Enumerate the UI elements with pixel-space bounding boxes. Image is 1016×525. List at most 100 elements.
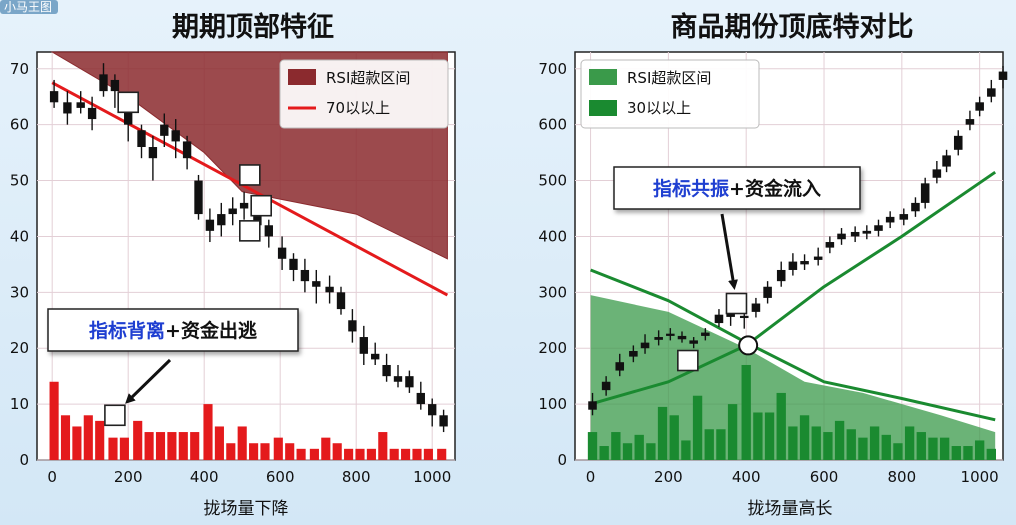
x-tick-label: 600	[266, 468, 295, 486]
candlestick	[837, 228, 846, 245]
candlestick	[205, 208, 215, 243]
candle-body	[885, 216, 895, 223]
candlestick	[428, 398, 437, 427]
volume-bars	[49, 381, 447, 460]
volume-bar	[260, 443, 270, 460]
x-tick-label: 0	[47, 468, 57, 486]
y-tick-label: 10	[10, 395, 29, 413]
panel-futures-top: 期期顶部特征 0 10 20 30 40 50 60 70 0 200 400 …	[10, 11, 456, 519]
candlestick	[776, 261, 786, 287]
panel-commodity-compare: 商品期份顶底特对比 0 100 200 300 400 500 600 700 …	[538, 11, 1008, 519]
volume-bar	[704, 429, 714, 460]
candlestick	[998, 65, 1008, 89]
candlestick	[813, 247, 823, 266]
trend-lines	[51, 81, 449, 297]
volume-bar	[72, 426, 82, 460]
candlestick	[264, 219, 273, 248]
candlestick	[920, 177, 930, 209]
candlestick	[932, 160, 942, 184]
volume-bar	[776, 392, 786, 460]
volume-bar	[869, 426, 880, 460]
x-tick-label: 200	[654, 468, 683, 486]
rising-line	[590, 170, 997, 406]
callout-text-highlight: 指标共振	[653, 177, 729, 200]
x-tick-labels: 0 200 400 600 800 1000	[586, 468, 999, 486]
candlestick	[911, 197, 920, 217]
candle-body	[615, 362, 625, 371]
legend-label: RSI超款区间	[627, 69, 711, 87]
candle-body	[788, 261, 798, 270]
candle-body	[975, 102, 984, 111]
y-tick-label: 60	[10, 116, 29, 134]
candle-body	[739, 315, 749, 319]
volume-bar	[669, 415, 679, 460]
volume-bar	[226, 443, 236, 460]
candle-body	[776, 269, 786, 282]
volume-bar	[986, 448, 996, 460]
volume-bar	[249, 443, 259, 460]
chart-title: 期期顶部特征	[172, 11, 334, 43]
y-tick-label: 700	[538, 60, 567, 78]
volume-bar	[119, 437, 129, 460]
volume-bar	[904, 426, 915, 460]
volume-bar	[928, 437, 938, 460]
volume-bar	[657, 406, 668, 460]
candle-body	[300, 269, 310, 282]
volume-bar	[144, 432, 154, 460]
candle-body	[932, 169, 942, 178]
candle-body	[205, 219, 215, 231]
signal-marker	[117, 91, 139, 114]
volume-bar	[423, 448, 433, 460]
y-tick-label: 50	[10, 172, 29, 190]
volume-bar	[355, 448, 365, 460]
candle-body	[588, 401, 597, 410]
y-tick-label: 70	[10, 60, 29, 78]
y-tick-label: 400	[538, 227, 567, 245]
signal-marker	[250, 194, 272, 217]
signal-marker	[239, 220, 261, 242]
candle-body	[862, 230, 872, 234]
candlestick	[63, 91, 72, 125]
candlestick	[325, 275, 334, 304]
candlestick	[714, 309, 724, 327]
y-tick-label: 20	[10, 339, 29, 357]
candle-body	[874, 225, 883, 231]
volume-bar	[834, 420, 845, 460]
candlestick	[654, 330, 663, 346]
candlestick	[862, 225, 872, 240]
volume-bar	[108, 437, 118, 460]
candle-body	[813, 256, 823, 260]
candle-body	[701, 332, 710, 336]
candlestick	[49, 79, 59, 108]
x-tick-label: 1000	[413, 468, 451, 486]
candlestick	[899, 208, 909, 226]
volume-bar	[939, 437, 950, 460]
candle-body	[654, 337, 663, 340]
legend-label: 30以以上	[627, 99, 691, 117]
volume-bar	[437, 448, 447, 460]
volume-bar	[974, 440, 985, 460]
volume-bar	[273, 437, 283, 460]
candle-body	[87, 107, 97, 120]
y-tick-labels: 0 10 20 30 40 50 60 70	[10, 60, 29, 469]
candlestick	[239, 191, 249, 220]
y-tick-label: 200	[538, 339, 567, 357]
volume-bar	[881, 434, 891, 460]
candlestick	[439, 409, 448, 433]
x-tick-labels: 0 200 400 600 800 1000	[47, 468, 451, 486]
candle-body	[601, 381, 611, 391]
volume-bar	[587, 432, 598, 460]
candlestick	[148, 135, 158, 181]
candle-body	[148, 147, 158, 159]
candle-body	[382, 364, 391, 377]
y-tick-label: 0	[19, 451, 29, 469]
candlestick	[953, 130, 963, 156]
candle-body	[348, 320, 357, 332]
x-tick-label: 0	[586, 468, 596, 486]
candlestick	[788, 253, 798, 276]
volume-bar	[611, 432, 621, 460]
candle-body	[965, 119, 975, 125]
callout-text-rest: +资金出逃	[165, 319, 258, 342]
volume-bar	[285, 443, 295, 460]
legend-swatch-overbought	[288, 69, 316, 85]
